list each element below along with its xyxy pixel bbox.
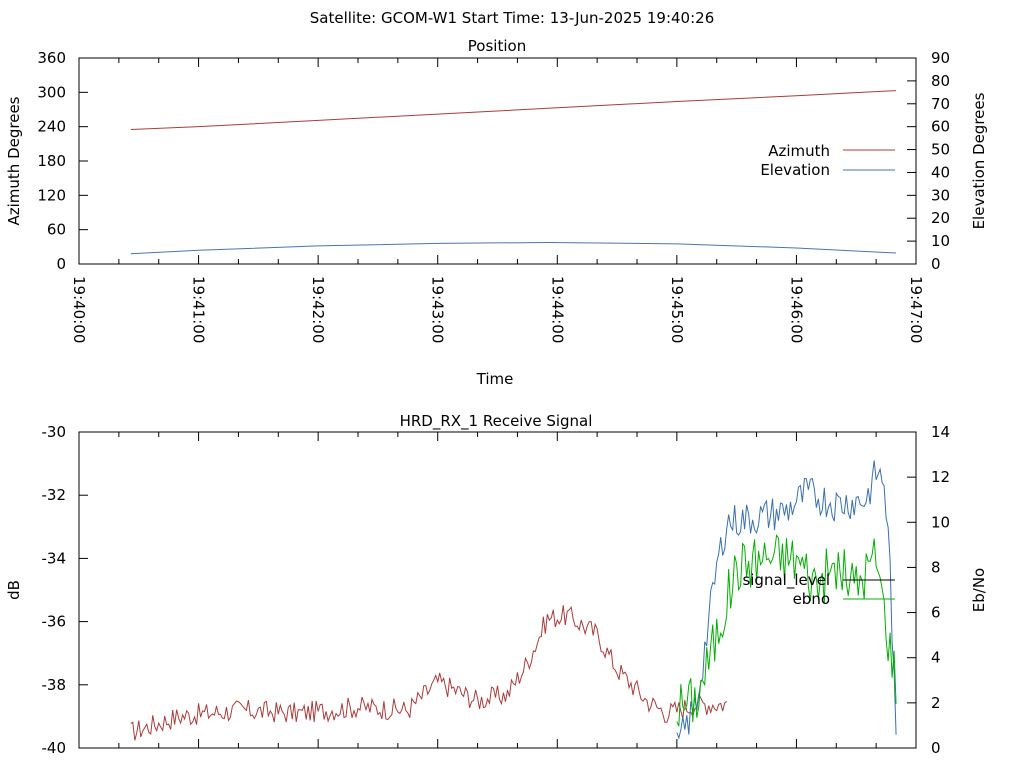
ebno-line (676, 534, 897, 727)
elevation-line (130, 241, 897, 255)
signal-x-axis (78, 432, 917, 748)
position-x-axis-label: Time (476, 370, 514, 388)
position-y-axis-label: Azimuth Degrees (5, 96, 23, 225)
x-tick-label: 19:41:00 (190, 276, 208, 343)
x-tick-label: 19:43:00 (429, 276, 447, 343)
legend-ebno-label: ebno (793, 590, 830, 608)
position-title: Position (468, 37, 526, 55)
x-tick-label: 19:44:00 (548, 276, 566, 343)
legend-azimuth-label: Azimuth (768, 142, 830, 160)
x-tick-label: 19:46:00 (787, 276, 805, 343)
y2-tick-label: 10 (931, 513, 950, 531)
y2-tick-label: 0 (931, 255, 941, 273)
y2-tick-label: 40 (931, 163, 950, 181)
main-title: Satellite: GCOM-W1 Start Time: 13-Jun-20… (310, 9, 715, 27)
y2-tick-label: 20 (931, 209, 950, 227)
y2-tick-label: 14 (931, 423, 950, 441)
receive-signal-title: HRD_RX_1 Receive Signal (400, 412, 593, 431)
position-legend: Azimuth Elevation (760, 142, 895, 179)
y-tick-label: 360 (37, 49, 66, 67)
y-tick-label: -40 (42, 739, 67, 757)
position-x-axis: 19:40:00 19:41:00 19:42:00 19:43:00 19:44:00… (70, 58, 925, 343)
x-tick-label: 19:45:00 (668, 276, 686, 343)
signal-level-high-line (676, 460, 897, 740)
x-tick-label: 19:47:00 (907, 276, 925, 343)
y-tick-label: -34 (42, 549, 67, 567)
legend-elevation-label: Elevation (760, 161, 830, 179)
signal-plot-frame (78, 431, 917, 749)
y2-tick-label: 6 (931, 604, 941, 622)
y-tick-label: 240 (37, 118, 66, 136)
position-chart: Position 19:40:00 19:41:00 19:42:00 19:43:0… (5, 37, 988, 388)
y-tick-label: -36 (42, 613, 67, 631)
legend-signal-level-label: signal_level (742, 571, 830, 590)
signal-y2-axis-label: Eb/No (970, 568, 988, 612)
y2-tick-label: 30 (931, 186, 950, 204)
y-tick-label: 60 (47, 221, 66, 239)
y2-tick-label: 90 (931, 49, 950, 67)
signal-y-axis-label: dB (5, 580, 23, 600)
y2-tick-label: 70 (931, 95, 950, 113)
x-tick-label: 19:42:00 (309, 276, 327, 343)
position-y-axis: 0 60 120 180 240 300 360 (37, 49, 88, 273)
y-tick-label: 120 (37, 186, 66, 204)
signal-y2-axis: 0 2 4 6 8 10 12 14 (907, 423, 950, 757)
y-tick-label: 300 (37, 83, 66, 101)
y2-tick-label: 12 (931, 468, 950, 486)
y2-tick-label: 0 (931, 739, 941, 757)
position-y2-axis-label: Elevation Degrees (970, 92, 988, 229)
y2-tick-label: 80 (931, 72, 950, 90)
y-tick-label: -38 (42, 676, 67, 694)
azimuth-line (130, 90, 897, 131)
receive-signal-chart: HRD_RX_1 Receive Signal -40-38-36-34-32-… (5, 412, 988, 757)
y2-tick-label: 10 (931, 232, 950, 250)
position-y2-axis: 0 10 20 30 40 50 60 70 80 90 (907, 49, 950, 273)
y2-tick-label: 2 (931, 694, 941, 712)
y2-tick-label: 8 (931, 558, 941, 576)
x-tick-label: 19:40:00 (70, 276, 88, 343)
signal-level-line (130, 605, 727, 741)
y-tick-label: 0 (56, 255, 66, 273)
y2-tick-label: 50 (931, 141, 950, 159)
y-tick-label: 180 (37, 152, 66, 170)
signal-series-lines (130, 460, 897, 741)
y-tick-label: -30 (42, 423, 67, 441)
position-series-lines (130, 90, 897, 255)
signal-legend: signal_level ebno (742, 571, 895, 608)
y-tick-label: -32 (42, 486, 67, 504)
y2-tick-label: 4 (931, 649, 941, 667)
signal-y-axis: -40 -38 -36 -34 -32 -30 (42, 423, 88, 757)
y2-tick-label: 60 (931, 118, 950, 136)
